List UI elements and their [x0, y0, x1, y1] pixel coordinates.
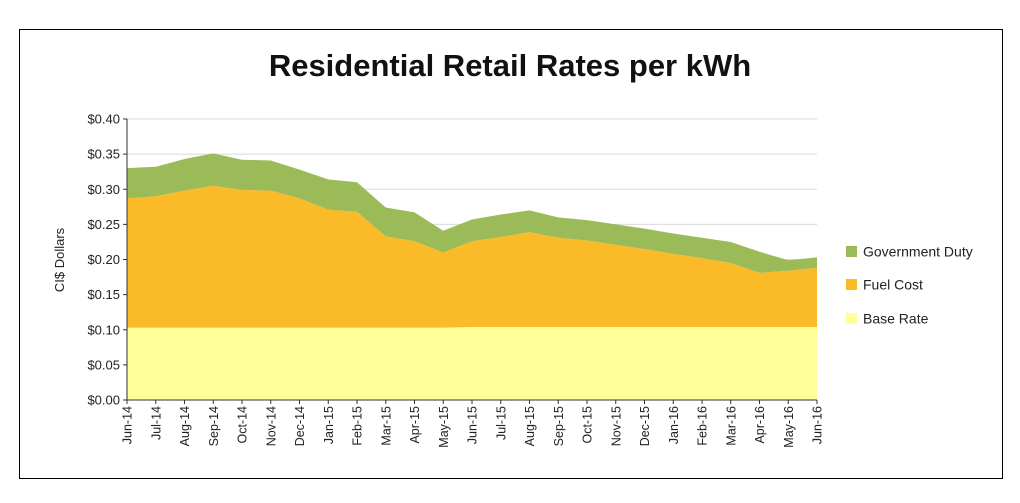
legend-item-base-rate: Base Rate [846, 309, 928, 329]
x-tick-label: May-15 [437, 406, 451, 448]
x-tick-label: Mar-15 [379, 406, 393, 446]
y-tick-label: $0.25 [87, 217, 120, 232]
legend-swatch [846, 278, 857, 290]
x-tick-label: Feb-16 [696, 406, 710, 446]
x-tick-label: Nov-15 [609, 406, 623, 446]
x-tick-label: Dec-14 [293, 406, 307, 446]
x-tick-label: Dec-15 [638, 406, 652, 446]
y-axis-label: CI$ Dollars [52, 227, 67, 292]
x-tick-label: Aug-15 [523, 406, 537, 446]
x-tick-label: Feb-15 [351, 406, 365, 446]
area-series-fuel-cost [127, 185, 817, 328]
y-tick-label: $0.40 [87, 112, 120, 127]
legend-label: Fuel Cost [863, 276, 923, 293]
legend-item-fuel-cost: Fuel Cost [846, 275, 923, 295]
x-tick-label: Jan-15 [322, 406, 336, 444]
legend-swatch [846, 245, 857, 257]
x-tick-label: Apr-15 [408, 406, 422, 444]
area-series-base-rate [127, 326, 817, 400]
x-tick-label: Jul-14 [149, 406, 163, 440]
x-tick-label: Jan-16 [667, 406, 681, 444]
y-tick-label: $0.20 [87, 252, 120, 267]
chart-title: Residential Retail Rates per kWh [268, 48, 752, 83]
y-tick-label: $0.05 [87, 357, 120, 372]
y-tick-label: $0.30 [87, 182, 120, 197]
x-tick-label: Oct-14 [236, 406, 250, 444]
legend-swatch [846, 312, 857, 324]
x-tick-label: Sep-15 [552, 406, 566, 446]
x-tick-label: Nov-14 [264, 406, 278, 446]
x-tick-label: Oct-15 [581, 406, 595, 444]
x-tick-label: Apr-16 [753, 406, 767, 444]
x-tick-label: Jun-15 [466, 406, 480, 444]
y-tick-label: $0.35 [87, 147, 120, 162]
x-tick-label: Jun-14 [121, 406, 135, 444]
y-tick-label: $0.10 [87, 322, 120, 337]
x-tick-label: Jul-15 [494, 406, 508, 440]
chart-frame [19, 29, 1003, 479]
x-tick-label: May-16 [782, 406, 796, 448]
y-tick-label: $0.15 [87, 287, 120, 302]
y-tick-label: $0.00 [87, 393, 120, 408]
legend-label: Base Rate [863, 310, 929, 327]
x-tick-label: Sep-14 [207, 406, 221, 446]
x-tick-label: Jun-16 [811, 406, 825, 444]
legend-item-government-duty: Government Duty [846, 242, 973, 262]
legend-label: Government Duty [863, 243, 973, 260]
x-tick-label: Mar-16 [724, 406, 738, 446]
x-tick-label: Aug-14 [178, 406, 192, 446]
area-series-government-duty [127, 153, 817, 273]
